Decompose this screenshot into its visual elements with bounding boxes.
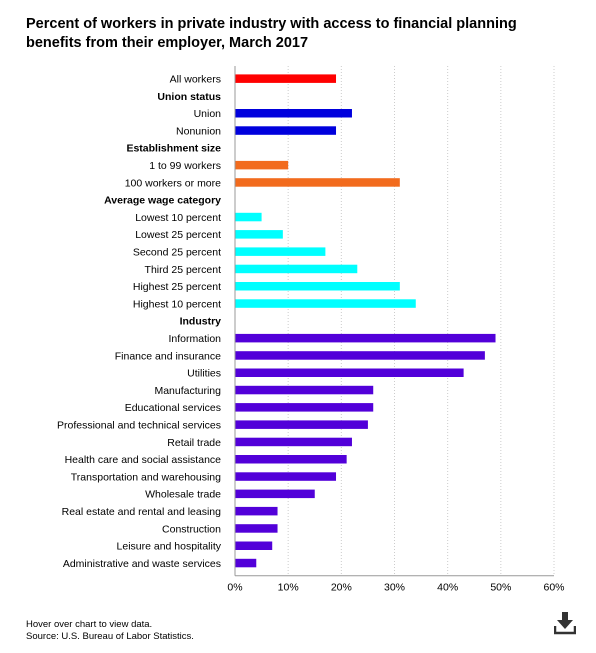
category-header: Establishment size	[126, 143, 221, 155]
category-header: Union status	[157, 91, 221, 103]
category-header: Industry	[180, 316, 222, 328]
download-icon[interactable]	[553, 611, 577, 635]
bar[interactable]	[235, 455, 347, 464]
bar-label: Real estate and rental and leasing	[62, 506, 222, 518]
bar-label: Nonunion	[176, 125, 221, 137]
bar[interactable]	[235, 333, 496, 343]
bar[interactable]	[235, 420, 368, 429]
bar[interactable]	[235, 385, 374, 395]
source-note: Source: U.S. Bureau of Labor Statistics.	[26, 631, 194, 642]
hover-note: Hover over chart to view data.	[26, 619, 153, 630]
bar-label: Professional and technical services	[57, 419, 221, 431]
bar-label: Third 25 percent	[145, 264, 222, 276]
bar[interactable]	[235, 506, 278, 516]
bar[interactable]	[235, 247, 326, 256]
bar[interactable]	[235, 299, 416, 308]
bar[interactable]	[235, 74, 337, 83]
bar-label: Administrative and waste services	[63, 558, 221, 570]
bar[interactable]	[235, 126, 337, 135]
bar[interactable]	[235, 178, 400, 187]
bar[interactable]	[235, 351, 485, 360]
x-tick-label: 60%	[543, 582, 564, 594]
category-header: Average wage category	[104, 195, 221, 207]
x-tick-label: 0%	[227, 582, 242, 594]
bar[interactable]	[235, 541, 273, 551]
bar[interactable]	[235, 489, 315, 499]
bar-label: Manufacturing	[154, 385, 221, 397]
bar[interactable]	[235, 160, 289, 170]
bar[interactable]	[235, 109, 352, 118]
bar-label: All workers	[170, 73, 221, 85]
bar-label: Retail trade	[167, 437, 221, 449]
bar[interactable]	[235, 437, 352, 447]
bar[interactable]	[235, 212, 262, 222]
bar-chart[interactable]: 0% 10% 20% 30% 40% 50% 60% All workers Union sta…	[0, 0, 596, 600]
x-tick-label: 20%	[331, 582, 352, 594]
bar-label: Transportation and warehousing	[71, 471, 221, 483]
bar-label: Information	[168, 333, 221, 345]
chart-title: Percent of workers in private industry w…	[26, 16, 517, 51]
bar[interactable]	[235, 558, 257, 568]
bar[interactable]	[235, 264, 358, 274]
bar-label: Highest 25 percent	[133, 281, 221, 293]
x-tick-label: 50%	[490, 582, 511, 594]
bar[interactable]	[235, 282, 400, 291]
bar-label: 100 workers or more	[125, 177, 221, 189]
bar[interactable]	[235, 368, 464, 378]
x-tick-label: 30%	[384, 582, 405, 594]
bar-label: Utilities	[187, 368, 221, 380]
x-tick-label: 40%	[437, 582, 458, 594]
bar-label: Construction	[162, 523, 221, 535]
bar[interactable]	[235, 524, 278, 533]
bar-label: Wholesale trade	[145, 489, 221, 501]
bar-label: Highest 10 percent	[133, 298, 221, 310]
bar[interactable]	[235, 472, 337, 481]
bar-label: Lowest 10 percent	[135, 212, 221, 224]
bar-label: Second 25 percent	[133, 246, 221, 258]
bar[interactable]	[235, 230, 283, 239]
bar-label: Health care and social assistance	[65, 454, 222, 466]
bar-label: Leisure and hospitality	[117, 541, 222, 553]
bar-label: Lowest 25 percent	[135, 229, 221, 241]
bar-label: Union	[194, 108, 222, 120]
bar-label: Educational services	[125, 402, 221, 414]
bar-label: Finance and insurance	[115, 350, 221, 362]
x-tick-label: 10%	[278, 582, 299, 594]
bar[interactable]	[235, 403, 374, 412]
bar-label: 1 to 99 workers	[149, 160, 221, 172]
